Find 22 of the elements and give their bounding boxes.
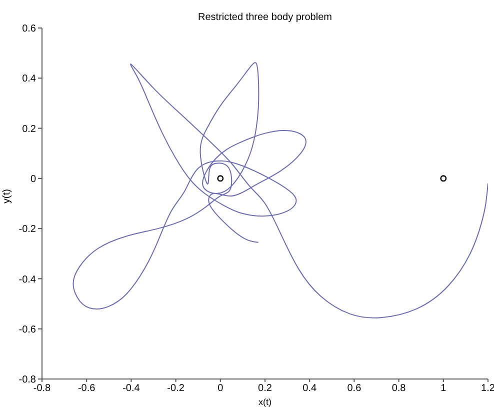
x-tick-label: -0.6	[78, 383, 96, 394]
x-tick-label: 0.6	[347, 383, 362, 394]
y-axis-title: y(t)	[2, 189, 13, 204]
y-tick-label: -0.2	[18, 224, 36, 236]
x-tick-label: -0.2	[167, 383, 185, 394]
y-tick-label: 0.4	[22, 74, 36, 85]
x-tick-label: 1	[440, 383, 447, 394]
line-series	[72, 62, 488, 318]
y-tick-label: -0.8	[18, 374, 36, 386]
x-tick-label: 0.2	[258, 383, 272, 394]
y-tick-label: 0.6	[22, 24, 36, 35]
y-tick-label: -0.6	[18, 324, 36, 336]
x-tick-label: 0.4	[302, 383, 317, 394]
x-tick-label: -0.4	[122, 383, 140, 394]
y-tick-label: 0	[30, 174, 36, 185]
y-tick-label: 0.2	[22, 124, 36, 135]
x-tick-label: -0.8	[33, 383, 52, 394]
x-tick-label: 0	[218, 383, 224, 394]
y-tick-label: -0.4	[18, 274, 36, 286]
chart-title: Restricted three body problem	[197, 12, 333, 23]
x-tick-label: 0.8	[392, 383, 406, 394]
x-axis-title: x(t)	[258, 397, 272, 407]
